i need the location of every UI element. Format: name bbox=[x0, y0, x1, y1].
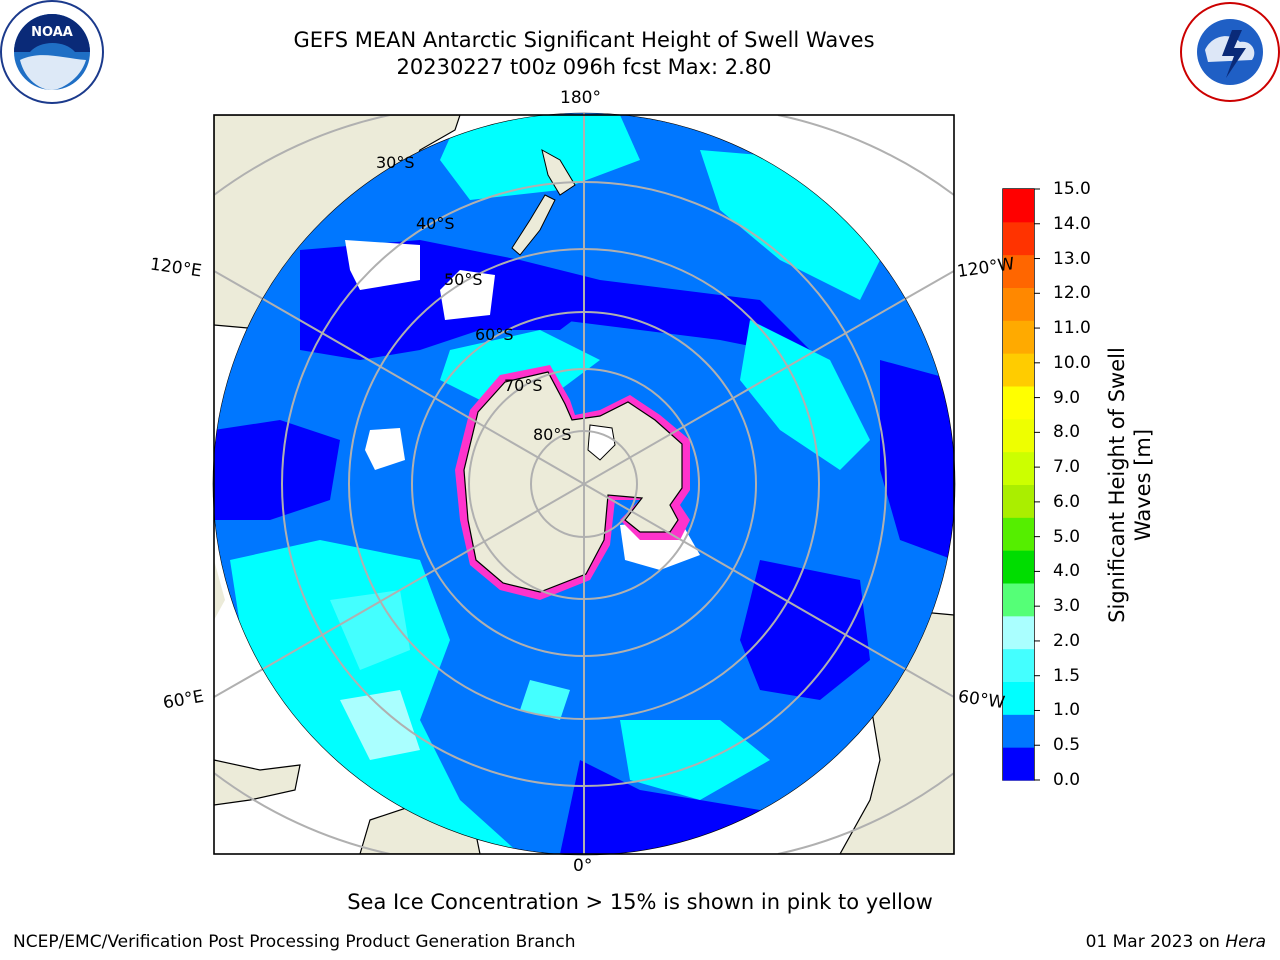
colorbar-title: Significant Height of Swell Waves [m] bbox=[1105, 347, 1155, 623]
colorbar-tick-label: 1.5 bbox=[1053, 665, 1081, 686]
colorbar-cell bbox=[1003, 615, 1034, 650]
lat-label-80s: 80°S bbox=[533, 425, 572, 444]
colorbar-tick-label: 7.0 bbox=[1053, 457, 1081, 478]
colorbar-cell bbox=[1003, 221, 1034, 256]
lat-label-30s: 30°S bbox=[376, 153, 415, 172]
colorbar-cell bbox=[1003, 254, 1034, 288]
colorbar-tick-label: 13.0 bbox=[1053, 248, 1091, 269]
colorbar-cell bbox=[1003, 386, 1034, 420]
colorbar-cell bbox=[1003, 320, 1034, 354]
colorbar-tick-label: 10.0 bbox=[1053, 352, 1091, 373]
colorbar-cell bbox=[1003, 517, 1034, 551]
noaa-logo-text: NOAA bbox=[31, 25, 73, 40]
footer-date: 01 Mar 2023 on Hera bbox=[1085, 932, 1266, 952]
colorbar-cell bbox=[1003, 189, 1034, 223]
lat-label-60s: 60°S bbox=[475, 325, 514, 344]
colorbar-cell bbox=[1003, 648, 1034, 682]
colorbar-cell bbox=[1003, 747, 1034, 781]
sea-ice-caption: Sea Ice Concentration > 15% is shown in … bbox=[347, 890, 933, 914]
colorbar-cell bbox=[1003, 583, 1034, 617]
lon-label-180: 180° bbox=[560, 88, 601, 108]
colorbar-tick-label: 0.0 bbox=[1053, 770, 1081, 790]
colorbar-cell bbox=[1003, 418, 1034, 453]
noaa-logo: NOAA bbox=[0, 0, 104, 104]
colorbar-tick-label: 15.0 bbox=[1053, 179, 1091, 199]
colorbar-tick-label: 2.0 bbox=[1053, 630, 1081, 651]
colorbar-cell bbox=[1003, 714, 1034, 748]
footer-machine: Hera bbox=[1225, 932, 1266, 952]
map-subtitle: 20230227 t00z 096h fcst Max: 2.80 bbox=[396, 55, 772, 79]
colorbar-tick-label: 3.0 bbox=[1053, 596, 1081, 617]
lon-label-0: 0° bbox=[573, 856, 593, 876]
map-title: GEFS MEAN Antarctic Significant Height o… bbox=[293, 28, 875, 52]
colorbar-cell bbox=[1003, 484, 1034, 518]
footer-branch: NCEP/EMC/Verification Post Processing Pr… bbox=[13, 932, 576, 952]
map-frame bbox=[213, 114, 955, 855]
colorbar-tick-label: 4.0 bbox=[1053, 561, 1081, 582]
lat-label-70s: 70°S bbox=[504, 376, 543, 395]
graticule bbox=[213, 113, 955, 855]
colorbar-cell bbox=[1003, 287, 1034, 321]
colorbar-tick-label: 14.0 bbox=[1053, 213, 1091, 234]
colorbar-cell bbox=[1003, 451, 1034, 485]
colorbar-cell bbox=[1003, 681, 1034, 715]
colorbar-cell bbox=[1003, 353, 1034, 387]
colorbar-tick-label: 5.0 bbox=[1053, 526, 1081, 547]
colorbar-tick-label: 12.0 bbox=[1053, 283, 1091, 304]
colorbar-tick-label: 8.0 bbox=[1053, 422, 1081, 443]
colorbar-tick-label: 9.0 bbox=[1053, 387, 1081, 408]
colorbar-tick-label: 1.0 bbox=[1053, 700, 1081, 721]
colorbar-tick-label: 6.0 bbox=[1053, 491, 1081, 512]
colorbar-tick-label: 11.0 bbox=[1053, 318, 1091, 339]
colorbar-cell bbox=[1003, 550, 1034, 584]
colorbar-tick-label: 0.5 bbox=[1053, 735, 1081, 756]
lat-label-50s: 50°S bbox=[444, 270, 483, 289]
lat-label-40s: 40°S bbox=[416, 214, 455, 233]
nws-logo bbox=[1180, 2, 1280, 102]
